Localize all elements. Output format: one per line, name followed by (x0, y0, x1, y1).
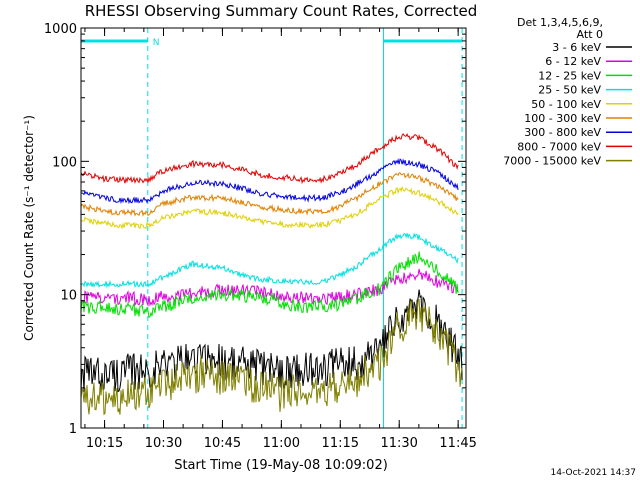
x-tick-label: 10:30 (145, 436, 182, 451)
series-line-8 (80, 298, 463, 416)
x-tick-label: 10:15 (86, 436, 123, 451)
y-axis: 1 10 100 1000 (44, 22, 466, 437)
series-line-7 (80, 133, 459, 185)
legend-label: 6 - 12 keV (545, 55, 601, 68)
y-tick-label: 1 (69, 422, 77, 437)
legend-label: 800 - 7000 keV (517, 140, 601, 153)
legend-label: 25 - 50 keV (538, 84, 601, 97)
y-tick-label: 1000 (44, 22, 77, 37)
plot-frame (80, 27, 467, 429)
flag-label: N (153, 38, 160, 48)
legend-label: 12 - 25 keV (538, 69, 601, 82)
x-tick-label: 11:00 (263, 436, 300, 451)
legend-label: 3 - 6 keV (552, 41, 601, 54)
x-tick-label: 10:45 (204, 436, 241, 451)
chart-title: RHESSI Observing Summary Count Rates, Co… (85, 2, 478, 20)
legend-label: 300 - 800 keV (524, 126, 601, 139)
x-axis: 10:15 10:30 10:45 11:00 11:15 11:30 11:45 (84, 28, 477, 451)
y-axis-label: Corrected Count Rate (s⁻¹ detector⁻¹) (22, 115, 36, 341)
series-line-1 (80, 268, 459, 307)
legend-header-line: Det 1,3,4,5,6,9, (517, 16, 603, 29)
series-line-6 (80, 158, 459, 205)
series-line-2 (80, 251, 459, 319)
y-tick-label: 10 (60, 289, 77, 304)
legend-label: 50 - 100 keV (531, 98, 601, 111)
x-tick-label: 11:45 (439, 436, 476, 451)
series-line-4 (80, 185, 459, 230)
x-axis-label: Start Time (19-May-08 10:09:02) (174, 458, 388, 473)
legend-label: 7000 - 15000 keV (503, 155, 601, 168)
series-lines (80, 133, 463, 416)
legend-label: 100 - 300 keV (524, 112, 601, 125)
series-line-5 (80, 172, 459, 218)
x-tick-label: 11:15 (322, 436, 359, 451)
x-tick-label: 11:30 (380, 436, 417, 451)
y-tick-label: 100 (52, 155, 77, 170)
series-line-3 (80, 232, 459, 289)
legend-header-line: Att 0 (577, 28, 603, 41)
footer-date: 14-Oct-2021 14:37 (551, 468, 636, 478)
